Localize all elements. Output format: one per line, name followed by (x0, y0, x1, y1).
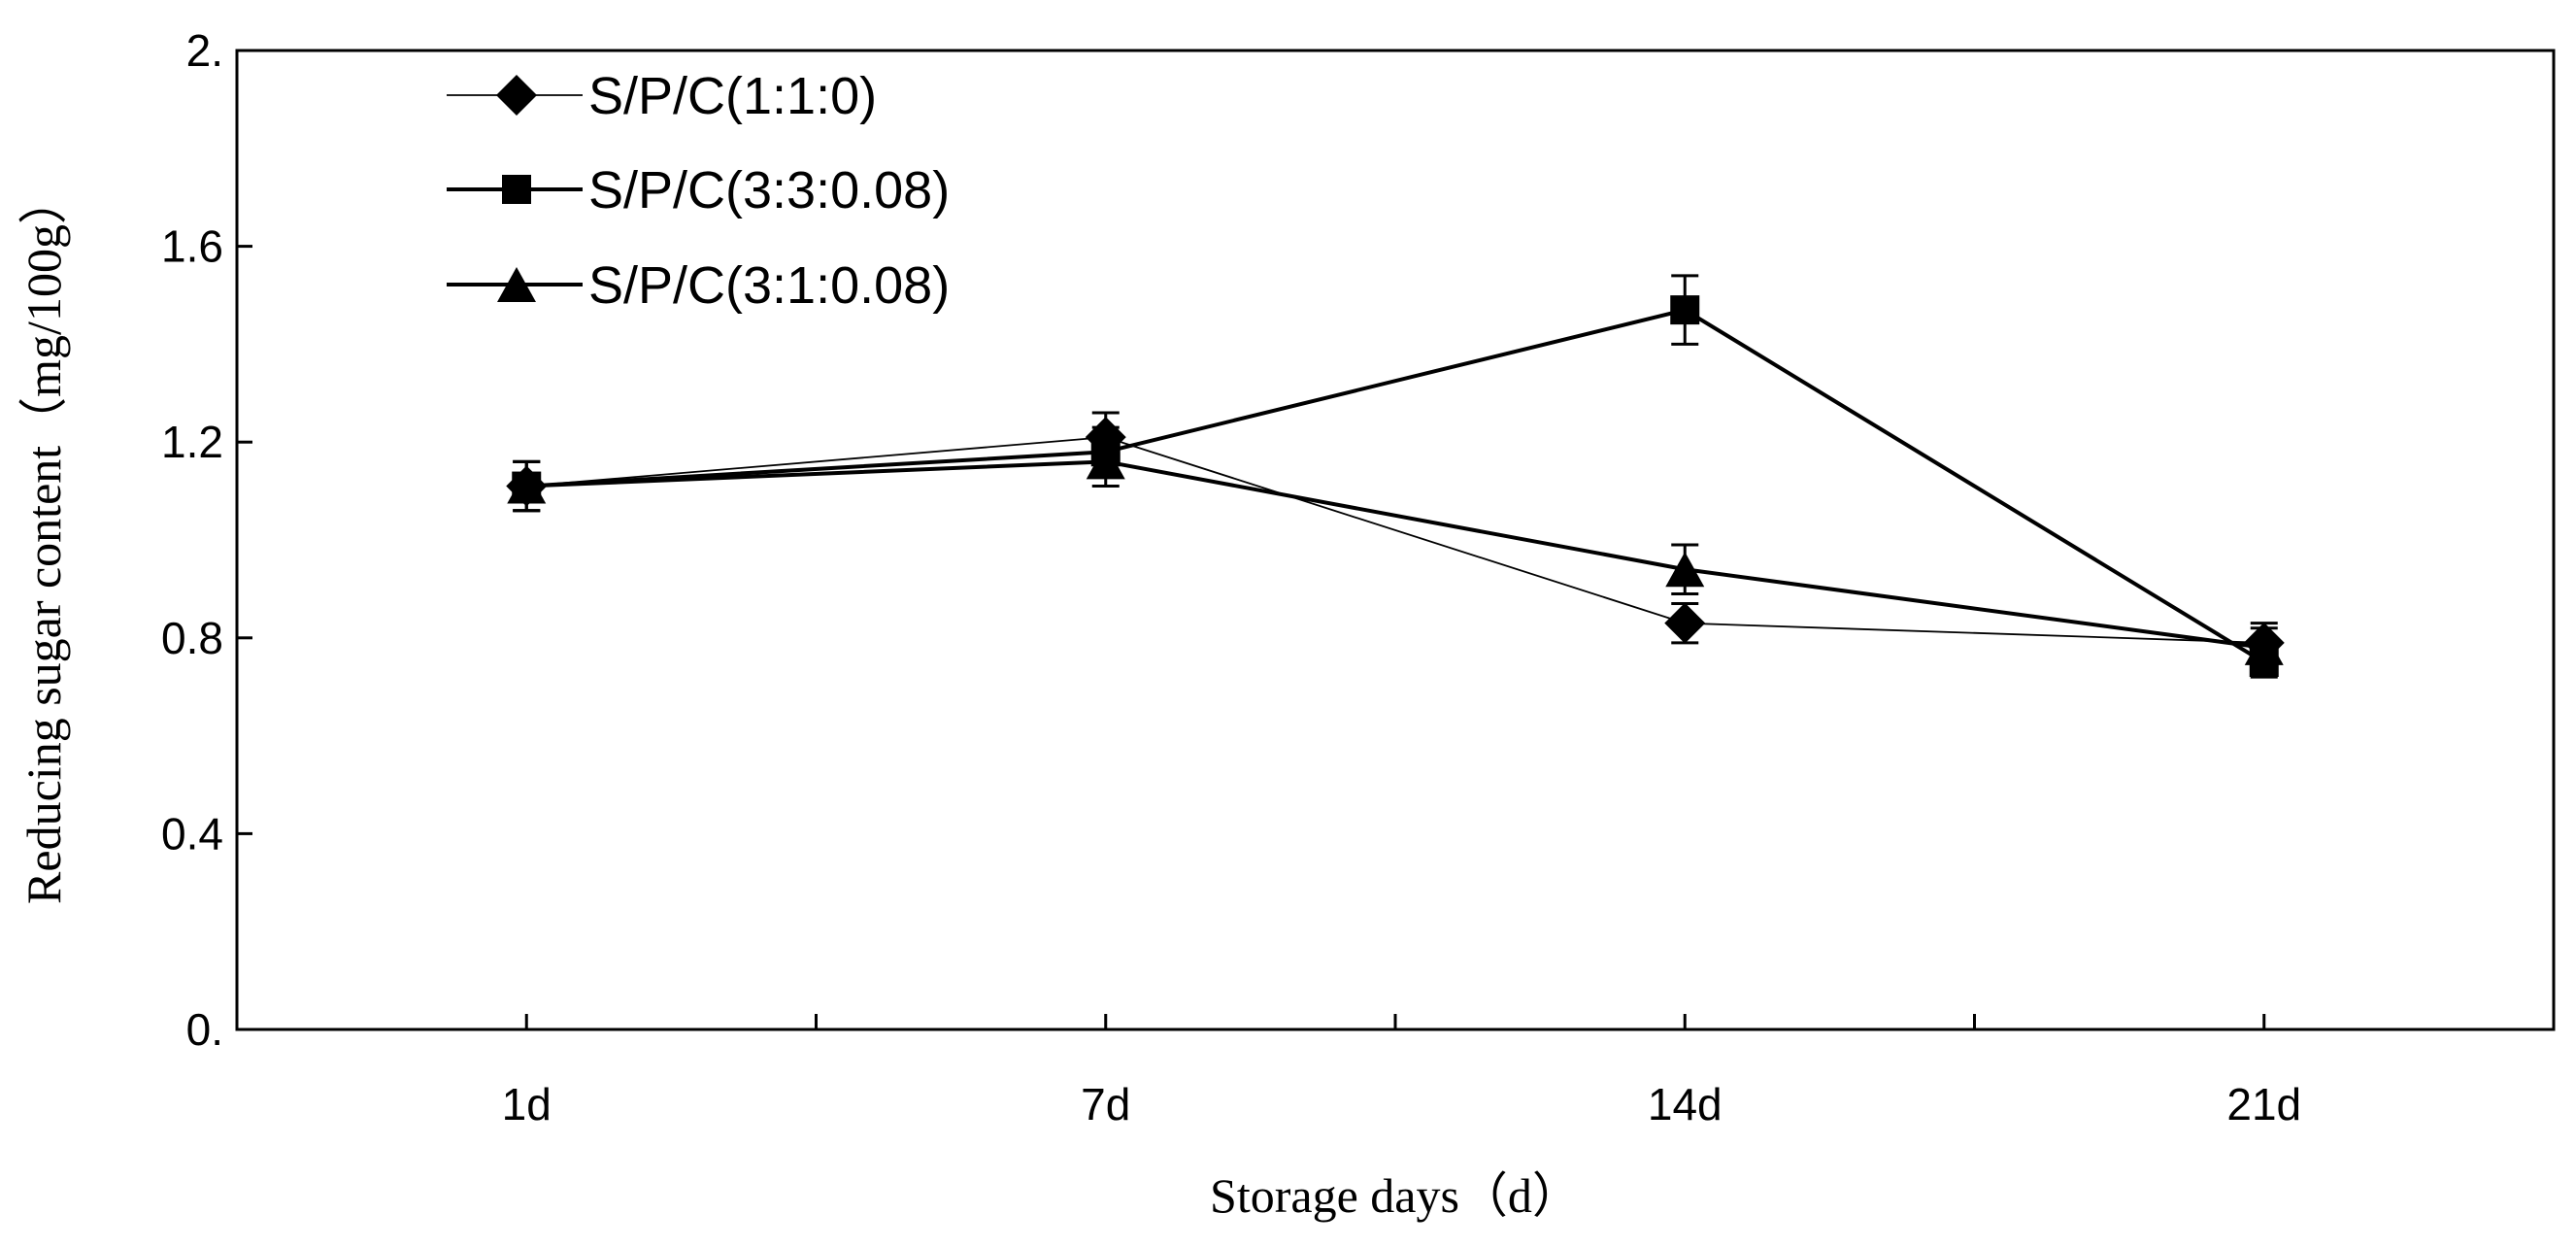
y-axis-ticks: 0. 0.4 0.8 1.2 1.6 2. (161, 25, 252, 1055)
data-point (1670, 295, 1700, 325)
legend-label: S/P/C(3:3:0.08) (588, 161, 950, 219)
x-tick-label: 14d (1648, 1079, 1723, 1129)
x-tick-label: 7d (1081, 1079, 1130, 1129)
legend: S/P/C(1:1:0) S/P/C(3:3:0.08) S/P/C(3:1:0.0… (447, 67, 950, 315)
series-layer (506, 274, 2285, 679)
x-tick-label: 21d (2226, 1079, 2301, 1129)
legend-marker (502, 175, 531, 204)
series-line (526, 307, 2265, 664)
series-triangle (507, 435, 2284, 669)
data-point (507, 468, 547, 504)
legend-marker (497, 267, 536, 302)
legend-item: S/P/C(3:3:0.08) (447, 161, 950, 219)
legend-label: S/P/C(3:1:0.08) (588, 256, 950, 315)
legend-label: S/P/C(1:1:0) (588, 67, 877, 125)
x-tick-label: 1d (502, 1079, 552, 1129)
data-point (1665, 552, 1705, 588)
series-line (526, 459, 2265, 650)
y-tick-label: 0.4 (161, 808, 223, 859)
y-tick-label: 1.2 (161, 417, 223, 467)
data-point (1086, 444, 1125, 480)
legend-item: S/P/C(3:1:0.08) (447, 256, 950, 315)
x-axis-title: Storage days（d） (1210, 1168, 1581, 1223)
y-tick-label: 2. (186, 25, 223, 76)
data-point (1664, 602, 1706, 644)
legend-item: S/P/C(1:1:0) (447, 67, 877, 125)
y-tick-label: 1.6 (161, 221, 223, 272)
x-axis-ticks: 1d 7d 14d 21d (502, 1014, 2301, 1129)
legend-marker (496, 75, 537, 116)
series-line (526, 436, 2264, 644)
y-axis-title: Reducing sugar content（mg/100g） (17, 176, 71, 904)
plot-area (235, 49, 2556, 1031)
series-diamond (506, 411, 2285, 664)
data-point (2244, 629, 2284, 665)
y-tick-label: 0. (186, 1004, 223, 1055)
y-tick-label: 0.8 (161, 613, 223, 663)
plot-border (235, 49, 2556, 1031)
